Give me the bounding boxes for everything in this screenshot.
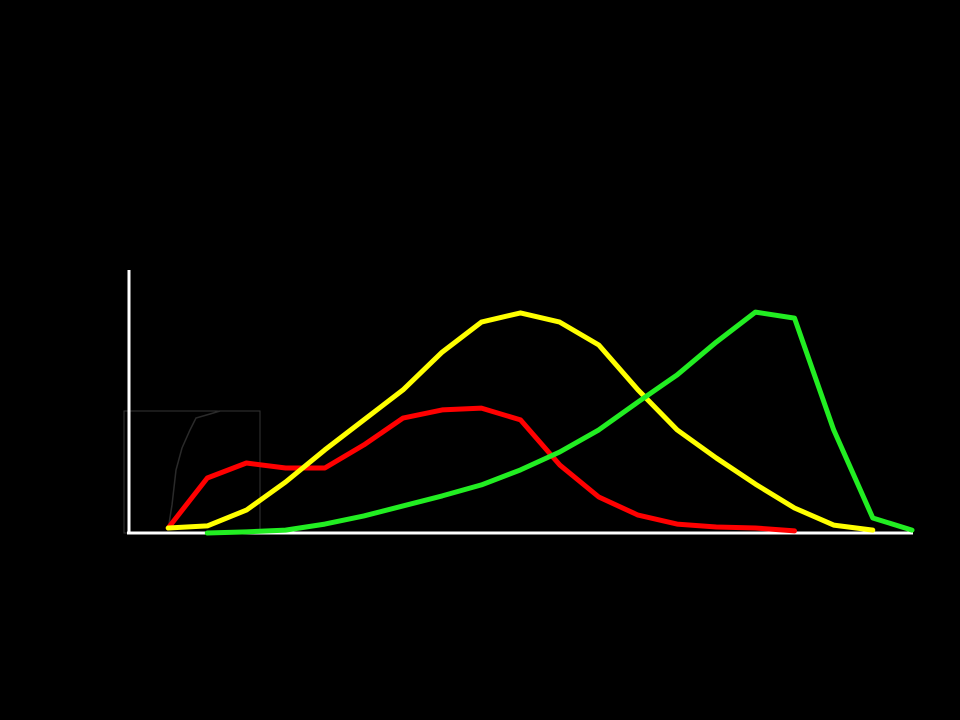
- series-line: [204, 309, 915, 536]
- inset-curve: [167, 410, 221, 531]
- plot-area: [165, 309, 915, 536]
- series-line: [165, 405, 797, 534]
- series-line: [165, 310, 876, 533]
